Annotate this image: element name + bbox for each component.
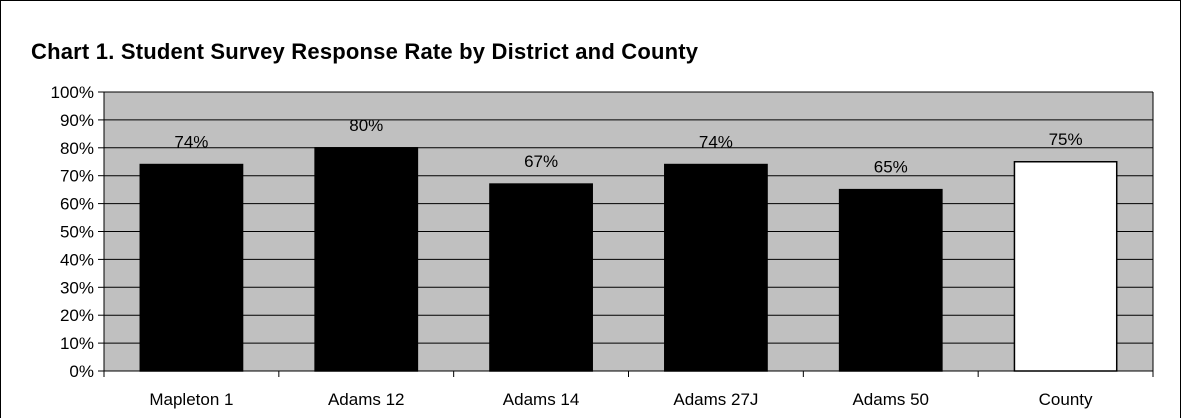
- bar: [489, 183, 593, 372]
- data-label: 67%: [524, 152, 558, 171]
- chart-title: Chart 1. Student Survey Response Rate by…: [31, 39, 699, 64]
- bar: [139, 163, 244, 372]
- y-tick-label: 80%: [60, 139, 94, 158]
- y-tick-label: 10%: [60, 334, 94, 353]
- x-tick-label: Mapleton 1: [149, 390, 233, 409]
- x-tick-label: Adams 12: [328, 390, 405, 409]
- bar: [1013, 161, 1118, 372]
- y-tick-label: 40%: [60, 250, 94, 269]
- data-label: 80%: [349, 116, 383, 135]
- x-tick-label: Adams 50: [852, 390, 929, 409]
- x-tick-label: County: [1039, 390, 1093, 409]
- y-tick-label: 30%: [60, 278, 94, 297]
- y-tick-label: 100%: [51, 83, 94, 102]
- data-label: 74%: [699, 133, 733, 152]
- bar: [664, 163, 768, 372]
- y-tick-label: 20%: [60, 306, 94, 325]
- y-tick-label: 50%: [60, 223, 94, 242]
- data-label: 74%: [174, 133, 208, 152]
- y-tick-label: 60%: [60, 195, 94, 214]
- x-tick-label: Adams 27J: [673, 390, 758, 409]
- y-tick-label: 90%: [60, 111, 94, 130]
- y-tick-label: 0%: [69, 362, 94, 381]
- x-tick-label: Adams 14: [503, 390, 580, 409]
- bar: [314, 147, 419, 372]
- y-tick-label: 70%: [60, 167, 94, 186]
- bar: [838, 188, 943, 372]
- data-label: 65%: [874, 158, 908, 177]
- data-label: 75%: [1049, 130, 1083, 149]
